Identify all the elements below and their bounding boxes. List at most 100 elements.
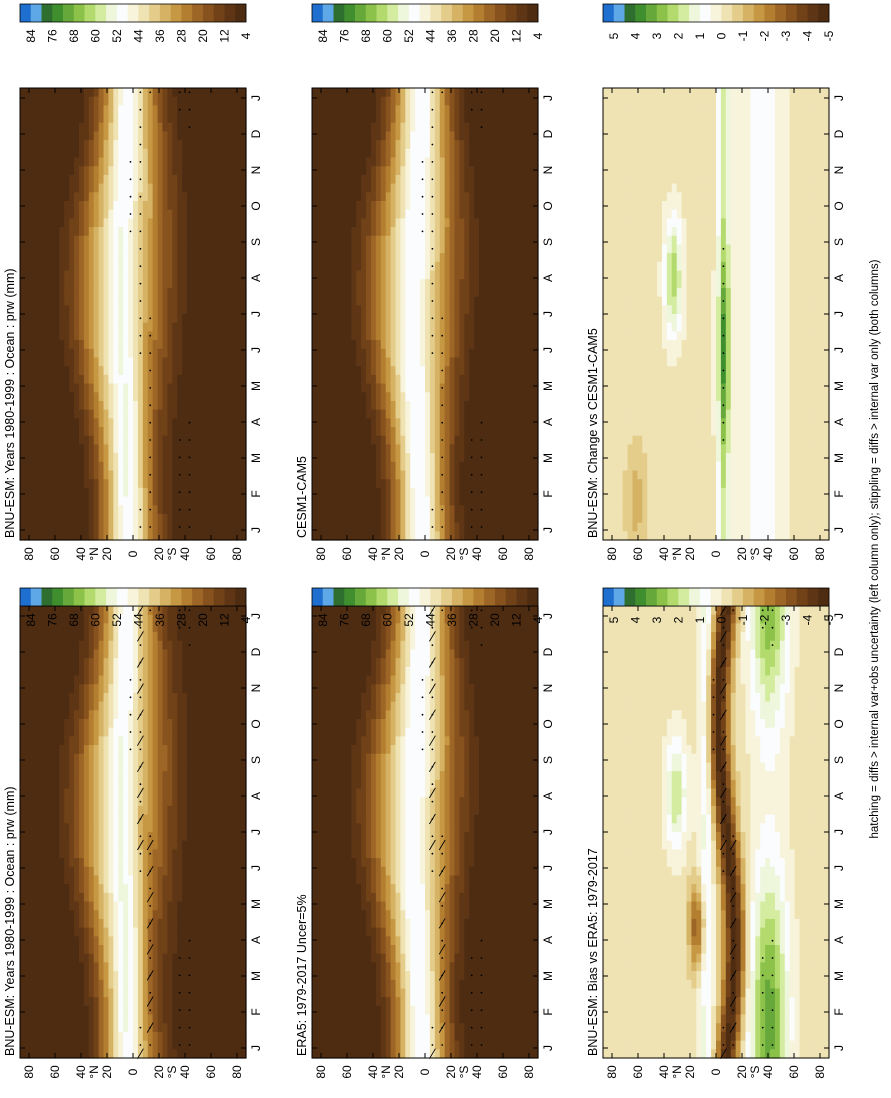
field-cell: [206, 805, 213, 816]
field-cell: [221, 953, 227, 963]
field-cell: [54, 1049, 60, 1059]
field-cell: [142, 148, 149, 159]
field-cell: [231, 88, 237, 98]
field-cell: [226, 814, 232, 824]
field-cell: [157, 522, 164, 532]
field-cell: [88, 997, 95, 1007]
field-cell: [59, 823, 65, 833]
field-cell: [226, 201, 232, 211]
field-cell: [74, 962, 80, 972]
field-cell: [44, 979, 51, 990]
field-cell: [167, 374, 173, 385]
field-cell: [157, 279, 164, 289]
field-cell: [182, 753, 188, 764]
field-cell: [39, 771, 46, 781]
field-cell: [20, 632, 26, 642]
field-cell: [49, 383, 55, 393]
field-cell: [226, 287, 232, 298]
field-cell: [221, 105, 227, 115]
field-cell: [236, 710, 242, 720]
field-cell: [162, 400, 168, 411]
field-cell: [236, 409, 242, 419]
field-cell: [113, 892, 119, 903]
field-cell: [152, 692, 159, 703]
field-cell: [137, 927, 144, 937]
field-cell: [74, 788, 80, 798]
field-cell: [64, 461, 70, 472]
field-cell: [69, 658, 75, 668]
field-cell: [157, 88, 164, 98]
field-cell: [133, 936, 139, 946]
field-cell: [182, 910, 188, 920]
field-cell: [236, 461, 242, 472]
field-cell: [162, 814, 168, 824]
field-cell: [113, 383, 119, 393]
field-cell: [88, 719, 95, 729]
field-cell: [98, 632, 105, 642]
field-cell: [236, 201, 242, 211]
field-cell: [191, 779, 198, 790]
field-cell: [83, 496, 90, 506]
field-cell: [133, 357, 139, 367]
field-cell: [196, 927, 203, 937]
field-cell: [103, 797, 110, 807]
field-cell: [162, 261, 168, 272]
field-cell: [113, 348, 119, 359]
field-cell: [211, 244, 218, 254]
field-cell: [29, 470, 36, 480]
field-cell: [128, 453, 134, 463]
field-cell: [231, 305, 237, 315]
hatch-mark: [137, 813, 144, 825]
field-cell: [142, 244, 149, 254]
field-cell: [64, 114, 70, 124]
field-cell: [167, 279, 173, 289]
field-cell: [108, 392, 114, 402]
field-cell: [118, 174, 124, 185]
field-cell: [24, 953, 31, 963]
field-cell: [78, 971, 85, 981]
field-cell: [98, 505, 105, 515]
field-cell: [103, 453, 110, 463]
field-cell: [88, 366, 95, 376]
field-cell: [172, 858, 178, 868]
field-cell: [241, 383, 247, 393]
field-cell: [226, 531, 232, 541]
field-cell: [123, 374, 129, 385]
field-cell: [108, 148, 114, 159]
field-cell: [152, 522, 159, 532]
field-cell: [196, 884, 203, 894]
field-cell: [187, 901, 193, 911]
field-cell: [221, 227, 227, 237]
field-cell: [216, 331, 223, 341]
field-cell: [103, 997, 110, 1007]
field-cell: [216, 174, 223, 185]
field-cell: [103, 692, 110, 703]
field-cell: [123, 496, 129, 506]
field-cell: [113, 736, 119, 746]
field-cell: [157, 287, 164, 298]
field-cell: [20, 779, 26, 790]
field-cell: [152, 823, 159, 833]
field-cell: [211, 823, 218, 833]
field-cell: [20, 105, 26, 115]
field-cell: [128, 366, 134, 376]
field-cell: [142, 166, 149, 176]
field-cell: [157, 814, 164, 824]
field-cell: [123, 244, 129, 254]
field-cell: [221, 444, 227, 454]
field-cell: [24, 348, 31, 359]
field-cell: [103, 684, 110, 694]
field-cell: [201, 745, 208, 755]
field-cell: [59, 745, 65, 755]
field-cell: [196, 797, 203, 807]
field-cell: [20, 348, 26, 359]
field-cell: [44, 762, 51, 772]
field-cell: [172, 314, 178, 324]
field-cell: [20, 884, 26, 894]
field-cell: [49, 183, 55, 193]
stipple-dot: [178, 609, 181, 612]
field-cell: [152, 1023, 159, 1033]
field-cell: [78, 1005, 85, 1016]
field-cell: [137, 400, 144, 411]
field-cell: [182, 400, 188, 411]
